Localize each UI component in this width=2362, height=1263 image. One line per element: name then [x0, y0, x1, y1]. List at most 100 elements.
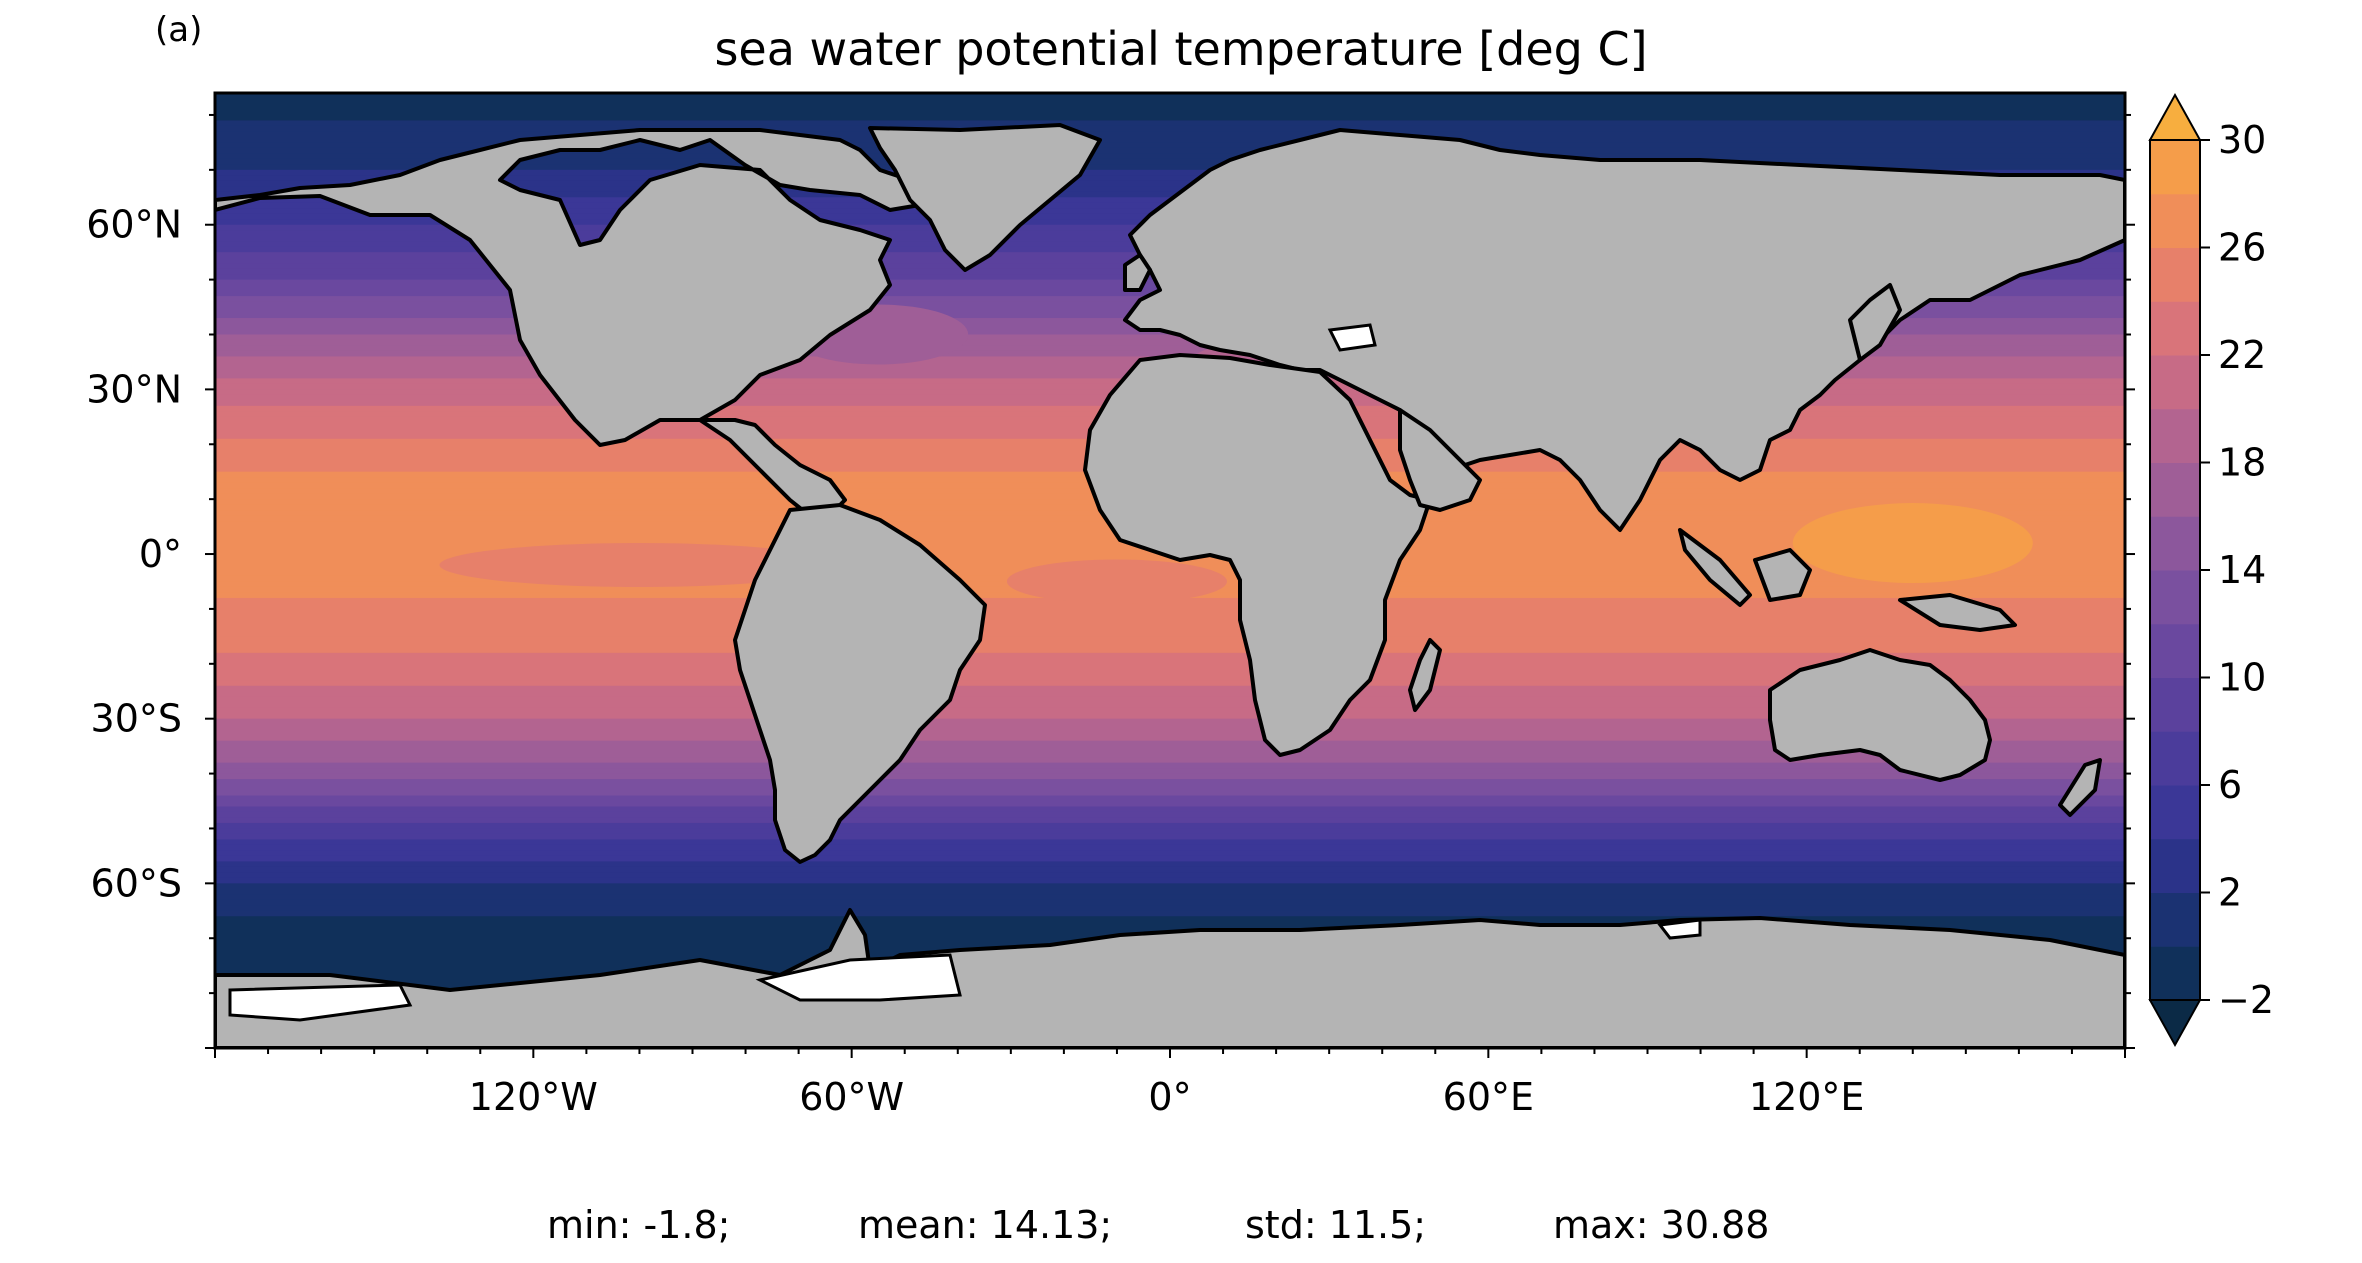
lat-tick-label: 30°N: [86, 367, 182, 411]
colorbar-tick-label: 6: [2218, 763, 2242, 807]
ocean-band: [215, 191, 2125, 198]
ocean-band: [215, 762, 2125, 769]
ocean-band: [215, 817, 2125, 824]
ocean-band: [215, 768, 2125, 775]
land-south-america: [733, 503, 987, 864]
ocean-band: [215, 350, 2125, 358]
ocean-band: [215, 905, 2125, 912]
colorbar-segment: [2150, 516, 2200, 571]
ocean-band: [215, 910, 2125, 917]
ocean-band: [215, 773, 2125, 780]
land-madagascar: [1408, 638, 1442, 712]
ocean-band: [215, 109, 2125, 116]
ocean-band: [215, 801, 2125, 808]
ocean-band: [215, 186, 2125, 193]
colorbar-segment: [2150, 785, 2200, 840]
ocean-band: [215, 916, 2125, 923]
ocean-band: [215, 619, 2125, 626]
colorbar-tick-label: 26: [2218, 226, 2266, 270]
land-north-america: [215, 128, 922, 447]
ocean-band: [215, 833, 2125, 841]
colorbar-extend-min: [2148, 999, 2202, 1048]
ocean-band: [215, 866, 2125, 873]
colorbar-segment: [2150, 677, 2200, 732]
colorbar-tick-label: 14: [2218, 548, 2266, 592]
ocean-band: [215, 806, 2125, 813]
lon-tick-label: 0°: [1148, 1075, 1191, 1119]
ocean-band: [215, 339, 2125, 347]
ocean-band: [215, 142, 2125, 149]
land-masses: [215, 123, 2125, 1048]
ocean-band: [215, 729, 2125, 736]
ocean-band: [215, 811, 2125, 819]
land-antarctica: [215, 908, 2125, 1048]
lat-tick-label: 0°: [139, 532, 182, 576]
ocean-band: [215, 861, 2125, 868]
colorbar-segment: [2150, 301, 2200, 356]
ocean-band: [215, 740, 2125, 747]
ocean-band: [215, 641, 2125, 648]
ocean-band: [215, 636, 2125, 643]
ocean-band: [215, 855, 2125, 862]
ocean-band: [215, 822, 2125, 830]
ocean-band: [215, 60, 2125, 66]
colorbar-segment: [2150, 838, 2200, 893]
ocean-band: [215, 164, 2125, 171]
ocean-band: [215, 828, 2125, 835]
ocean-band: [215, 674, 2125, 681]
ocean-band: [215, 746, 2125, 753]
land-eurasia: [1123, 128, 2125, 532]
colorbar-segment: [2150, 946, 2200, 1001]
latitude-axis: 60°N 30°N 0° 30°S 60°S: [86, 113, 2135, 1049]
land-greenland: [868, 123, 1102, 272]
ocean-band: [215, 125, 2125, 133]
colorbar-segment: [2150, 247, 2200, 302]
ocean-band: [215, 175, 2125, 182]
lon-tick-label: 120°W: [469, 1075, 598, 1119]
stat-std: std: 11.5;: [1245, 1203, 1427, 1247]
ocean-band: [215, 334, 2125, 341]
land-new-guinea: [1898, 593, 2017, 632]
statistics-line: min: -1.8; mean: 14.13; std: 11.5; max: …: [0, 1203, 2362, 1253]
ocean-band: [215, 713, 2125, 720]
ocean-band: [215, 136, 2125, 143]
ocean-band: [215, 625, 2125, 632]
colorbar-segment: [2150, 140, 2200, 195]
colorbar-segment: [2150, 462, 2200, 517]
colorbar-segment: [2150, 570, 2200, 625]
ocean-band: [215, 131, 2125, 138]
ocean-band: [215, 888, 2125, 895]
stat-max: max: 30.88: [1553, 1203, 1770, 1247]
ocean-band: [215, 790, 2125, 797]
stat-min: min: -1.8;: [547, 1203, 731, 1247]
land-new-zealand: [2058, 758, 2102, 817]
longitude-axis: 120°W 60°W 0° 60°E 120°E: [214, 1048, 2126, 1119]
colorbar-tick-label: −2: [2218, 978, 2274, 1022]
lon-tick-label: 60°E: [1443, 1075, 1534, 1119]
ocean-band: [215, 669, 2125, 676]
ocean-band: [215, 850, 2125, 857]
ocean-band: [215, 614, 2125, 621]
colorbar-tick-label: 10: [2218, 656, 2266, 700]
ocean-band: [215, 663, 2125, 670]
colorbar-tick-label: 18: [2218, 441, 2266, 485]
ocean-band: [215, 169, 2125, 176]
western-pacific-warm-pool: [1792, 503, 2033, 584]
ocean-band: [215, 844, 2125, 852]
ocean-band: [215, 883, 2125, 890]
lat-tick-label: 60°S: [91, 861, 182, 905]
map-title: sea water potential temperature [deg C]: [714, 22, 1648, 76]
ocean-band: [215, 93, 2125, 100]
lon-tick-label: 120°E: [1749, 1075, 1865, 1119]
ocean-band: [215, 647, 2125, 654]
ocean-band: [215, 702, 2125, 709]
ice-amery: [1657, 918, 1702, 940]
colorbar-segment: [2150, 623, 2200, 678]
ocean-band: [215, 691, 2125, 698]
ocean-band: [215, 147, 2125, 154]
land-sumatra: [1678, 528, 1752, 607]
lat-tick-label: 30°S: [91, 697, 182, 741]
colorbar-segment: [2150, 892, 2200, 947]
ocean-band: [215, 795, 2125, 802]
